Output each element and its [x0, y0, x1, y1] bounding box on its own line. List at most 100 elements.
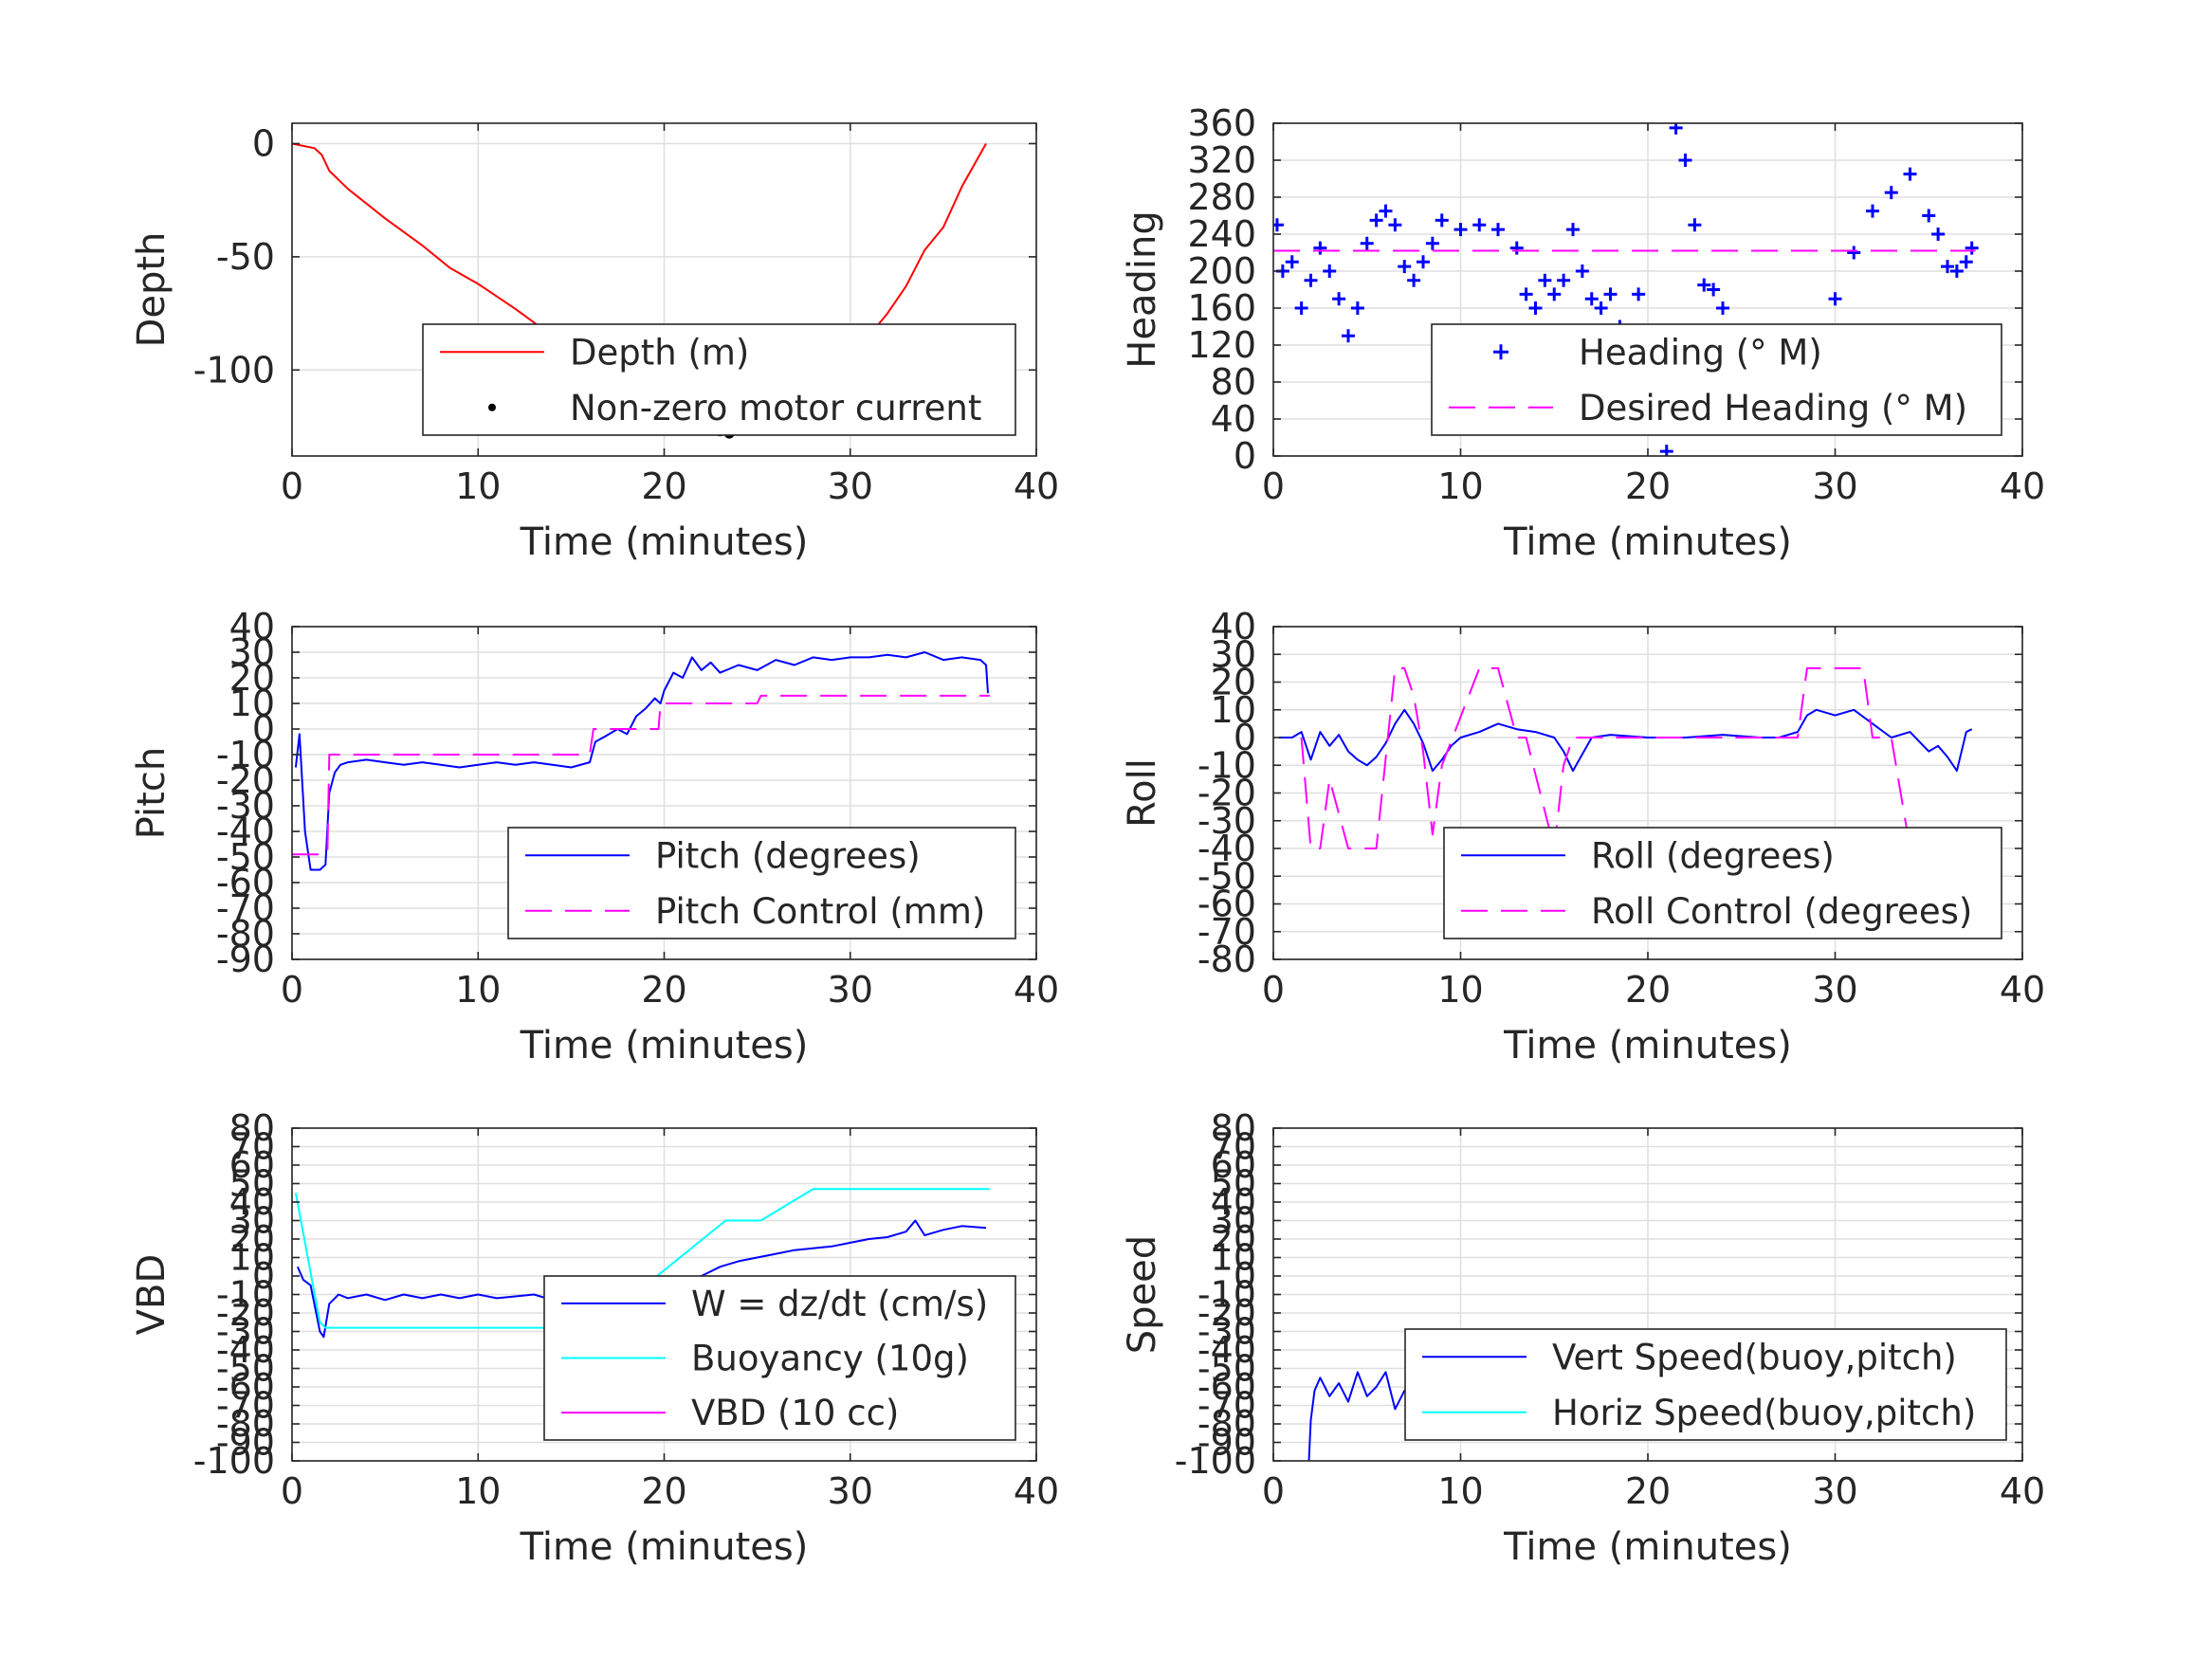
legend-box	[1443, 827, 2002, 939]
x-tick-label: 0	[281, 969, 303, 1011]
y-tick-label: 70	[1211, 1126, 1256, 1168]
y-tick-label: 40	[1211, 398, 1256, 440]
legend-label: Roll Control (degrees)	[1591, 891, 1972, 932]
y-tick-label: 50	[1211, 1163, 1256, 1205]
x-tick-label: 0	[281, 465, 303, 507]
legend-label: Desired Heading (° M)	[1579, 388, 1967, 428]
legend-label: Non-zero motor current	[570, 388, 981, 428]
series-1-point	[1425, 236, 1439, 250]
legend-box	[507, 827, 1016, 939]
y-tick-label: -90	[216, 1422, 275, 1464]
series-1-point	[1866, 204, 1879, 218]
y-tick-label: -50	[216, 1348, 275, 1390]
y-tick-label: 0	[252, 122, 275, 164]
y-axis-label: Roll	[1121, 758, 1164, 828]
x-tick-label: 20	[641, 969, 686, 1011]
y-tick-label: -10	[1197, 1274, 1256, 1316]
series-1-point	[1285, 255, 1299, 269]
y-tick-label: 0	[252, 1255, 275, 1297]
y-tick-label: -60	[216, 1366, 275, 1408]
series-1-point	[1697, 278, 1711, 292]
x-tick-label: 30	[828, 465, 873, 507]
y-tick-label: 60	[229, 1144, 275, 1186]
legend-label: Buoyancy (10g)	[691, 1339, 969, 1379]
y-tick-label: -40	[1197, 828, 1256, 869]
y-tick-label: 10	[229, 683, 275, 724]
y-tick-label: 40	[1211, 1181, 1256, 1223]
y-tick-label: 160	[1187, 287, 1256, 329]
series-1-point	[1342, 329, 1355, 343]
series-1-point	[1538, 273, 1552, 287]
x-tick-label: 10	[1437, 969, 1483, 1011]
legend: Heading (° M) Desired Heading (° M)	[1431, 323, 2002, 436]
y-tick-label: -40	[1197, 1329, 1256, 1371]
y-tick-label: -10	[216, 1274, 275, 1316]
y-tick-label: -40	[216, 1329, 275, 1371]
series-1-point	[1584, 292, 1599, 306]
y-tick-label: 80	[1211, 1107, 1256, 1149]
series-1-point	[1453, 223, 1468, 237]
series-1-point	[1941, 260, 1954, 274]
y-tick-label: 120	[1187, 324, 1256, 366]
y-tick-label: -70	[1197, 911, 1256, 953]
y-tick-label: -30	[1197, 1311, 1256, 1353]
series-1-point	[1678, 154, 1692, 167]
x-tick-label: 30	[1812, 465, 1857, 507]
series-1-point	[1350, 301, 1364, 315]
y-tick-label: 80	[1211, 361, 1256, 403]
y-tick-label: -60	[1197, 884, 1256, 925]
legend: Pitch (degrees) Pitch Control (mm)	[507, 827, 1016, 939]
y-tick-label: -70	[216, 887, 275, 929]
y-tick-label: -70	[216, 1385, 275, 1427]
y-tick-label: 0	[1234, 1255, 1256, 1297]
series-1-point	[1922, 209, 1936, 223]
y-tick-label: 10	[1211, 689, 1256, 731]
subplot-roll: 0 10 20 30 40403020100-10-20-30-40-50-60-70-…	[1121, 606, 2045, 1067]
y-tick-label: -10	[1197, 744, 1256, 786]
y-tick-label: 10	[229, 1237, 275, 1279]
y-tick-label: 30	[1211, 1200, 1256, 1242]
y-tick-label: 20	[229, 657, 275, 699]
y-tick-label: -20	[216, 759, 275, 801]
series-1-point	[1931, 228, 1946, 241]
series-1-point	[1435, 213, 1449, 228]
series-1-point	[1716, 301, 1729, 315]
y-tick-label: -80	[216, 1403, 275, 1445]
series-group	[1278, 666, 1973, 849]
series-1-point	[1509, 241, 1524, 255]
series-1-point	[1519, 287, 1533, 301]
y-tick-label: -90	[1197, 1422, 1256, 1464]
y-tick-label: -20	[1197, 773, 1256, 814]
series-1-point	[1847, 246, 1861, 260]
x-tick-label: 0	[281, 1470, 303, 1512]
x-tick-label: 0	[1262, 969, 1285, 1011]
x-axis-label: Time (minutes)	[520, 1024, 809, 1067]
legend: W = dz/dt (cm/s) Buoyancy (10g) VBD (10 cc…	[543, 1275, 1016, 1441]
legend-box	[1404, 1328, 2007, 1441]
x-tick-label: 10	[1437, 1470, 1483, 1512]
y-tick-label: 320	[1187, 139, 1256, 181]
series-1-point	[1323, 264, 1337, 278]
x-tick-label: 30	[828, 1470, 873, 1512]
y-tick-label: -50	[1197, 855, 1256, 897]
y-tick-label: 40	[229, 606, 275, 647]
y-tick-label: -80	[1197, 939, 1256, 980]
x-tick-label: 30	[828, 969, 873, 1011]
y-tick-label: -50	[216, 236, 275, 278]
series-group	[292, 651, 990, 871]
y-tick-label: 200	[1187, 250, 1256, 292]
series-1-point	[1575, 264, 1589, 278]
x-tick-label: 30	[1812, 969, 1857, 1011]
subplot-vbd: 0 10 20 30 4080706050403020100-10-20-30-40-5…	[130, 1107, 1059, 1569]
y-tick-label: -60	[1197, 1366, 1256, 1408]
y-tick-label: -30	[1197, 800, 1256, 842]
series-1-point	[1557, 273, 1571, 287]
legend-label: Pitch Control (mm)	[655, 891, 985, 932]
y-tick-label: 30	[1211, 633, 1256, 675]
series-1-point	[1632, 287, 1646, 301]
y-tick-label: 10	[1211, 1237, 1256, 1279]
y-tick-label: 0	[1234, 717, 1256, 758]
series-1-line	[294, 651, 989, 871]
x-tick-label: 10	[455, 465, 501, 507]
